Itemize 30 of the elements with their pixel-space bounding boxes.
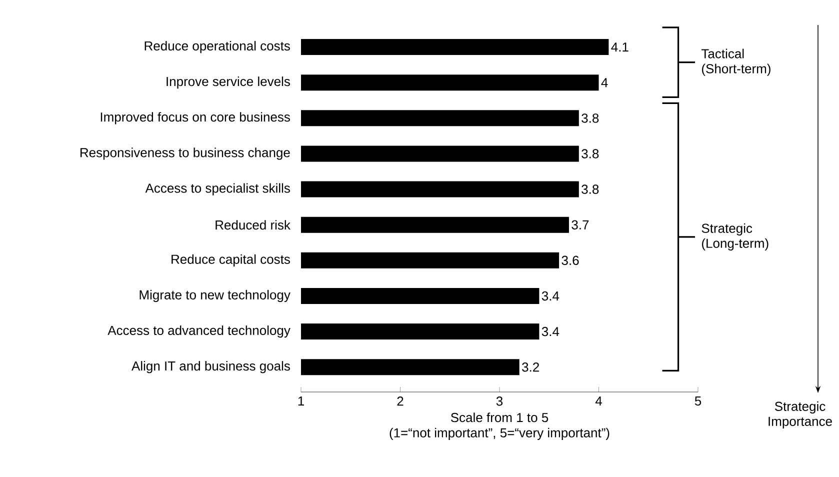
text: (1=“not important”, 5=“very important”) xyxy=(390,428,610,440)
data-label: 3.7 xyxy=(572,220,589,230)
x-tick-label: 2 xyxy=(397,396,404,406)
y-tick-label: Reduced risk xyxy=(216,220,290,230)
data-label: 3.8 xyxy=(582,149,599,158)
data-label: 3.4 xyxy=(542,291,560,301)
y-tick-label: Access to specialist skills xyxy=(145,183,290,196)
x-tick-label: 1 xyxy=(298,396,304,406)
data-label: 3.2 xyxy=(522,362,539,372)
y-tick-label: Inprove service levels xyxy=(166,76,290,89)
x-tick-label: 5 xyxy=(694,396,702,406)
data-label: 4 xyxy=(601,78,608,88)
y-tick-label: Reduce capital costs xyxy=(172,254,290,266)
text: Strategic (Long-term) xyxy=(702,223,768,251)
y-tick-label: Migrate to new technology xyxy=(140,290,290,302)
data-label: 4.1 xyxy=(611,42,628,52)
y-tick-label: Responsiveness to business change xyxy=(80,148,290,160)
data-label: 3.8 xyxy=(582,184,599,194)
x-tick-label: 3 xyxy=(496,396,503,406)
data-label: 3.8 xyxy=(582,114,599,123)
y-tick-label: Improved focus on core business xyxy=(100,112,290,124)
x-axis-title: Scale from 1 to 5 xyxy=(450,412,548,422)
y-tick-label: Align IT and business goals xyxy=(132,361,290,374)
x-tick-label: 4 xyxy=(595,396,602,406)
y-tick-label: Access to advanced technology xyxy=(108,325,290,338)
y-tick-label: Reduce operational costs xyxy=(144,40,290,54)
data-label: 3.4 xyxy=(542,326,560,336)
text: Strategic Importance xyxy=(768,401,832,429)
text: Tactical (Short-term) xyxy=(701,48,770,76)
data-label: 3.6 xyxy=(562,256,579,266)
